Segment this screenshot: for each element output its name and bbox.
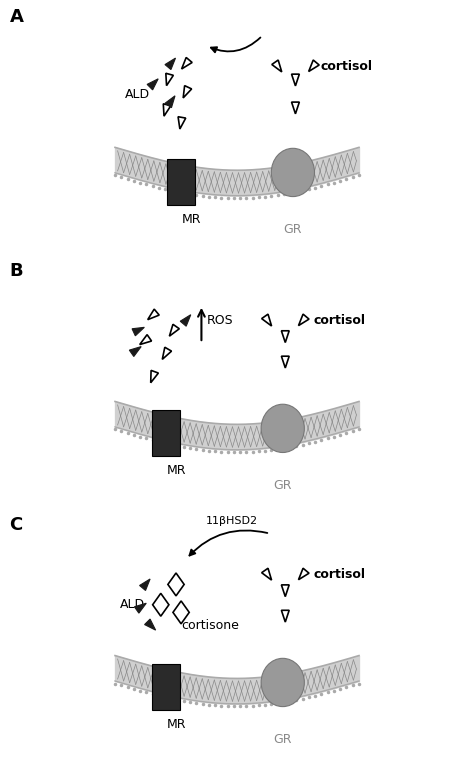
Polygon shape — [282, 611, 289, 622]
Text: ALD: ALD — [120, 598, 145, 611]
Polygon shape — [148, 309, 159, 320]
Polygon shape — [132, 327, 145, 336]
Polygon shape — [162, 347, 172, 360]
Polygon shape — [147, 79, 158, 90]
FancyBboxPatch shape — [152, 664, 180, 710]
Text: MR: MR — [166, 718, 186, 731]
FancyBboxPatch shape — [167, 159, 195, 205]
Polygon shape — [282, 585, 289, 597]
Polygon shape — [272, 60, 282, 72]
Text: ROS: ROS — [207, 313, 233, 326]
Polygon shape — [282, 331, 289, 343]
Polygon shape — [180, 315, 191, 326]
Polygon shape — [299, 568, 309, 580]
Polygon shape — [183, 85, 191, 98]
Text: B: B — [9, 262, 23, 280]
Polygon shape — [164, 104, 171, 116]
FancyArrowPatch shape — [190, 531, 267, 555]
Text: 11βHSD2: 11βHSD2 — [206, 516, 258, 526]
Polygon shape — [135, 603, 146, 613]
FancyArrowPatch shape — [211, 38, 260, 52]
Polygon shape — [292, 102, 299, 114]
Polygon shape — [129, 346, 141, 357]
Text: cortisol: cortisol — [313, 567, 365, 581]
Polygon shape — [262, 568, 272, 580]
Polygon shape — [140, 335, 152, 344]
Text: cortisol: cortisol — [313, 313, 365, 326]
Polygon shape — [151, 370, 158, 383]
Text: MR: MR — [166, 464, 186, 477]
Ellipse shape — [261, 658, 304, 707]
Polygon shape — [169, 324, 179, 336]
Text: A: A — [9, 8, 23, 25]
Polygon shape — [168, 573, 184, 596]
FancyBboxPatch shape — [152, 410, 180, 456]
Polygon shape — [309, 60, 319, 72]
Polygon shape — [145, 619, 155, 630]
Polygon shape — [166, 73, 173, 85]
Polygon shape — [299, 314, 309, 326]
Text: MR: MR — [182, 213, 201, 226]
Ellipse shape — [271, 149, 315, 196]
Polygon shape — [165, 58, 175, 69]
Text: ALD: ALD — [125, 88, 150, 101]
Polygon shape — [139, 579, 150, 591]
Polygon shape — [173, 601, 189, 624]
Text: GR: GR — [273, 733, 292, 746]
Polygon shape — [282, 357, 289, 368]
Text: C: C — [9, 516, 23, 534]
Polygon shape — [292, 74, 299, 86]
Polygon shape — [165, 95, 175, 108]
Text: GR: GR — [283, 223, 302, 236]
Polygon shape — [182, 58, 192, 69]
Polygon shape — [262, 314, 272, 326]
Polygon shape — [178, 117, 186, 129]
Text: GR: GR — [273, 479, 292, 492]
Text: cortisone: cortisone — [181, 618, 239, 631]
Ellipse shape — [261, 404, 304, 453]
Polygon shape — [153, 594, 169, 616]
Text: cortisol: cortisol — [321, 59, 373, 72]
